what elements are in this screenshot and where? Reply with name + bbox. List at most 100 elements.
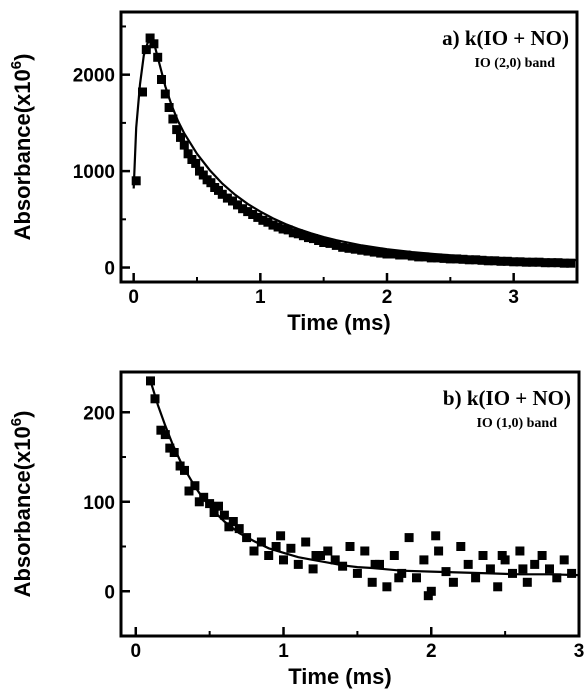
data-point [209,508,219,517]
data-point [363,246,373,256]
data-point [407,251,417,261]
data-point [426,253,436,263]
data-point [441,567,451,577]
y-tick-label: 1000 [73,162,115,183]
data-point [439,253,449,263]
data-point [253,212,263,222]
y-axis-label-a-exponent: 6 [8,61,25,69]
data-point [206,178,216,188]
panel-subtitle-b: IO (1,0) band [476,416,557,431]
data-point [145,33,155,43]
data-point [497,551,507,560]
data-point [198,170,208,180]
fit-curve-b [149,380,579,577]
data-point [242,533,252,543]
data-point [217,189,227,199]
data-point [553,258,563,268]
data-point [164,103,174,112]
data-point [508,568,517,578]
data-point [389,551,399,560]
y-axis-label-a-close: ) [10,54,35,61]
y-ticks-b: 0 100 200 [83,403,130,603]
data-point [298,231,308,241]
data-point [463,559,473,569]
data-point [228,517,238,526]
data-points-a [131,33,576,268]
data-point [483,256,493,266]
data-point [534,257,544,267]
data-point [522,577,532,587]
data-point [419,555,429,565]
data-point [169,448,179,457]
y-tick-label: 2000 [73,66,115,87]
data-point [344,243,354,253]
panel-title-b-text: k(IO + NO) [467,386,571,410]
data-point [293,559,303,569]
data-point [279,555,288,565]
data-point [485,564,495,574]
data-point [286,543,296,553]
data-point [434,546,444,556]
data-point [256,537,266,547]
data-point [311,551,321,560]
plot-frame-b [119,370,581,638]
data-point [369,247,379,257]
data-point [528,257,538,267]
data-point [490,256,500,266]
data-point [478,551,488,560]
data-point [238,204,248,214]
data-point [228,196,237,206]
x-tick-label: 0 [130,641,141,662]
y-axis-label-b-exponent: 6 [8,418,25,426]
data-point [452,254,462,264]
data-point [530,559,540,569]
data-point [304,233,313,243]
x-axis-label-a: Time (ms) [287,310,391,335]
data-point [357,245,367,255]
data-point [276,531,286,541]
data-point [184,486,194,496]
data-point [157,75,166,84]
data-point [496,256,506,266]
data-point [258,215,268,225]
fit-curve-a [132,38,577,262]
panel-a: 0 1 2 3 0 1000 2000 Time (ms) Absorbance(x106… [8,10,579,335]
y-axis-label-b-close: ) [10,411,35,418]
data-point [464,255,474,265]
data-point [502,256,512,266]
data-point [273,222,283,232]
data-point [160,89,170,99]
data-point [509,257,519,267]
y-tick-label: 100 [83,493,115,514]
data-point [370,559,380,569]
data-point [224,522,234,532]
data-point [338,561,348,571]
data-point [168,114,178,124]
y-axis-label-b-text: Absorbance(x10 [10,426,35,597]
data-point [234,524,244,534]
data-point [131,176,141,186]
data-point [319,238,329,247]
data-point [537,551,547,560]
data-point [540,258,550,268]
data-point [205,499,215,509]
data-point [545,564,554,574]
data-point [360,546,370,556]
data-point [233,200,242,210]
data-point [309,234,318,244]
data-point [552,573,562,583]
panel-label-b: b) [443,386,462,410]
data-point [248,210,258,219]
data-point [395,250,405,260]
data-point [323,546,333,556]
x-tick-label: 1 [278,641,289,662]
data-point [176,132,185,142]
data-point [471,255,481,265]
data-point [288,228,298,238]
data-point [566,258,576,268]
panel-title-b: b) k(IO + NO) [443,386,571,410]
data-point [268,220,278,230]
data-point [477,255,487,265]
data-point [493,582,503,592]
data-point [567,568,577,578]
